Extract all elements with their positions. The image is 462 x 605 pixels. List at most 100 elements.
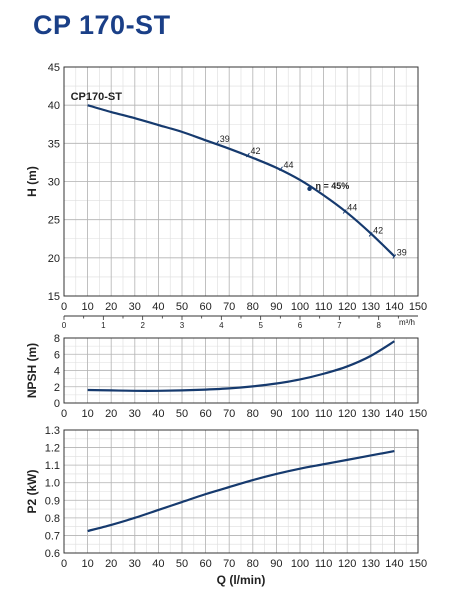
npsh-x-tick-label: 100 <box>291 408 309 420</box>
head-x-tick-label: 30 <box>129 301 141 313</box>
power-x-tick-label: 130 <box>362 558 380 570</box>
head-panel: 0 10 20 30 40 50 60 70 80 90 100 110 120 130 140 150152… <box>25 62 427 330</box>
npsh-x-tick-label: 130 <box>362 408 380 420</box>
power-x-tick-label: 150 <box>409 558 427 570</box>
power-x-tick-label: 140 <box>385 558 403 570</box>
head-secondary-tick-label: 3 <box>180 321 185 330</box>
head-efficiency-label: 39 <box>397 248 407 258</box>
npsh-x-tick-label: 150 <box>409 408 427 420</box>
head-y-tick-label: 45 <box>48 62 60 74</box>
head-secondary-tick-label: 2 <box>140 321 145 330</box>
power-x-tick-label: 0 <box>61 558 67 570</box>
head-plot-frame <box>63 66 419 297</box>
head-x-tick-label: 150 <box>409 301 427 313</box>
power-x-tick-label: 90 <box>270 558 282 570</box>
npsh-y-tick-label: 0 <box>54 398 60 410</box>
head-y-tick-label: 25 <box>48 215 60 227</box>
npsh-x-tick-label: 10 <box>81 408 93 420</box>
head-x-tick-label: 20 <box>105 301 117 313</box>
head-x-tick-label: 50 <box>176 301 188 313</box>
power-x-tick-label: 120 <box>338 558 356 570</box>
npsh-y-tick-label: 4 <box>54 366 60 378</box>
head-secondary-tick-label: 4 <box>219 321 224 330</box>
power-x-tick-label: 100 <box>291 558 309 570</box>
power-x-tick-label: 50 <box>176 558 188 570</box>
power-y-tick-label: 0.6 <box>45 548 60 560</box>
head-y-tick-label: 40 <box>48 100 60 112</box>
head-efficiency-label: 44 <box>283 160 293 170</box>
head-x-tick-label: 90 <box>270 301 282 313</box>
power-x-tick-label: 70 <box>223 558 235 570</box>
head-y-tick-label: 20 <box>48 253 60 265</box>
head-efficiency-label: 42 <box>250 146 260 156</box>
head-x-tick-label: 70 <box>223 301 235 313</box>
npsh-x-tick-label: 70 <box>223 408 235 420</box>
npsh-x-tick-label: 60 <box>199 408 211 420</box>
power-curve <box>87 450 395 533</box>
npsh-y-tick-label: 6 <box>54 349 60 361</box>
head-efficiency-tick <box>342 209 347 214</box>
head-x-tick-label: 110 <box>315 301 333 313</box>
head-secondary-tick-label: 0 <box>62 321 67 330</box>
head-efficiency-label: 44 <box>347 203 357 213</box>
power-y-tick-label: 0.7 <box>45 530 60 542</box>
npsh-x-tick-label: 40 <box>152 408 164 420</box>
head-secondary-axis-unit: m³/h <box>399 318 415 327</box>
head-y-tick-label: 35 <box>48 138 60 150</box>
head-efficiency-label: 39 <box>220 134 230 144</box>
power-x-axis-label: Q (l/min) <box>217 573 266 587</box>
power-plot-frame <box>63 429 419 554</box>
head-x-tick-label: 130 <box>362 301 380 313</box>
head-efficiency-label: η = 45% <box>316 181 350 191</box>
npsh-panel: 0 10 20 30 40 50 60 70 80 90 100 110 120 130 140 150 0 2 4… <box>25 333 427 420</box>
power-panel: 0 10 20 30 40 50 60 70 80 90 100 110 120 130 140 150 0.6… <box>25 425 427 587</box>
npsh-y-tick-label: 2 <box>54 382 60 394</box>
head-x-tick-label: 10 <box>81 301 93 313</box>
power-x-tick-label: 10 <box>81 558 93 570</box>
npsh-curve <box>87 340 395 392</box>
npsh-x-tick-label: 50 <box>176 408 188 420</box>
head-secondary-tick-label: 7 <box>337 321 342 330</box>
head-y-tick-label: 15 <box>48 291 60 303</box>
power-x-tick-label: 40 <box>152 558 164 570</box>
head-efficiency-label: 42 <box>373 225 383 235</box>
power-x-tick-label: 110 <box>315 558 333 570</box>
power-x-tick-label: 30 <box>129 558 141 570</box>
power-y-tick-label: 1.1 <box>45 460 60 472</box>
head-secondary-tick-label: 1 <box>101 321 106 330</box>
npsh-x-tick-label: 20 <box>105 408 117 420</box>
head-x-tick-label: 80 <box>247 301 259 313</box>
chart-title: CP 170-ST <box>33 10 171 40</box>
power-x-tick-label: 80 <box>247 558 259 570</box>
head-efficiency-tick <box>246 152 250 158</box>
power-x-tick-label: 20 <box>105 558 117 570</box>
head-secondary-tick-label: 8 <box>376 321 381 330</box>
head-efficiency-tick <box>392 254 397 259</box>
head-y-tick-label: 30 <box>48 177 60 189</box>
power-y-tick-label: 0.9 <box>45 495 60 507</box>
head-efficiency-tick <box>279 166 283 172</box>
head-secondary-tick-label: 5 <box>258 321 263 330</box>
head-efficiency-tick <box>368 232 373 237</box>
npsh-x-tick-label: 0 <box>61 408 67 420</box>
npsh-plot-frame <box>63 337 419 404</box>
head-x-tick-label: 0 <box>61 301 67 313</box>
npsh-y-axis-label: NPSH (m) <box>25 343 39 398</box>
head-x-tick-label: 140 <box>385 301 403 313</box>
head-secondary-tick-label: 6 <box>298 321 303 330</box>
power-y-tick-label: 1.0 <box>45 478 60 490</box>
head-efficiency-best-marker <box>307 186 312 192</box>
npsh-x-tick-label: 140 <box>385 408 403 420</box>
power-y-tick-label: 1.2 <box>45 443 60 455</box>
npsh-y-tick-label: 8 <box>54 333 60 345</box>
head-efficiency-tick <box>215 140 220 146</box>
head-x-tick-label: 120 <box>338 301 356 313</box>
power-y-axis-label: P2 (kW) <box>25 469 39 513</box>
head-x-tick-label: 100 <box>291 301 309 313</box>
npsh-x-tick-label: 110 <box>315 408 333 420</box>
npsh-x-tick-label: 30 <box>129 408 141 420</box>
npsh-x-tick-label: 120 <box>338 408 356 420</box>
power-y-tick-label: 0.8 <box>45 513 60 525</box>
power-y-tick-label: 1.3 <box>45 425 60 437</box>
